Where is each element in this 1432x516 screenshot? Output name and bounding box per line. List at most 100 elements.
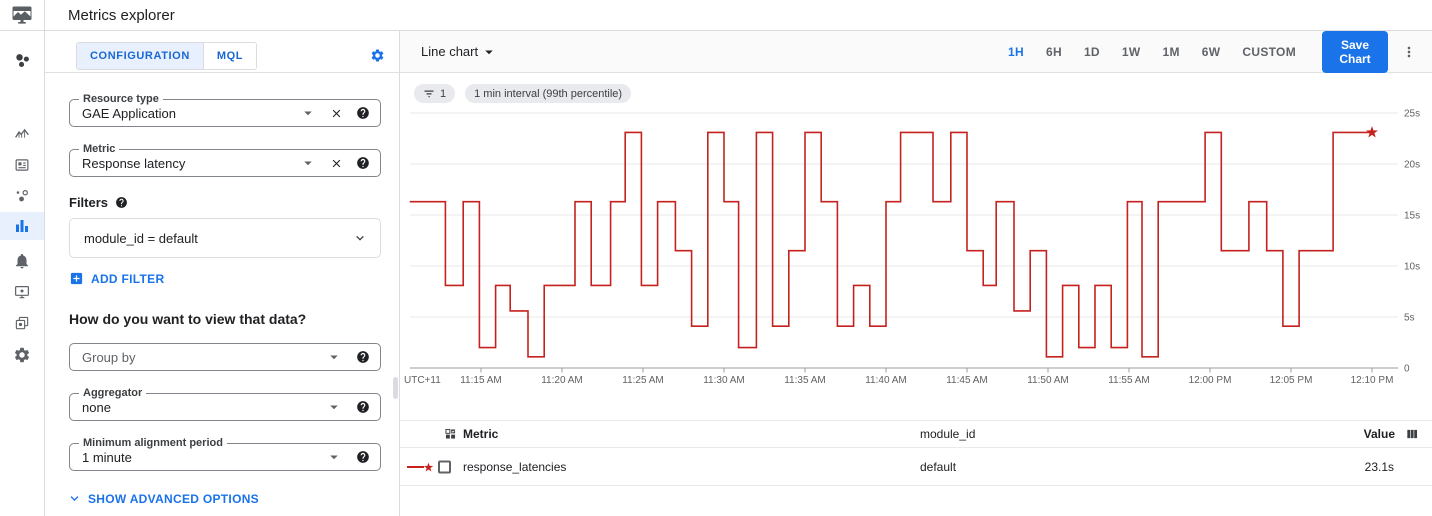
time-range-group: 1H 6H 1D 1W 1M 6W CUSTOM bbox=[997, 39, 1307, 65]
metric-field[interactable]: Metric Response latency bbox=[69, 143, 381, 177]
y-axis-label: 15s bbox=[1404, 211, 1420, 222]
dashboards-chart-icon bbox=[15, 128, 29, 138]
integrations-card-icon bbox=[15, 159, 29, 171]
sidebar-item-settings[interactable] bbox=[0, 341, 44, 369]
resource-type-field[interactable]: Resource type GAE Application bbox=[69, 93, 381, 127]
grid-check-icon[interactable] bbox=[444, 428, 457, 441]
alignment-period-field[interactable]: Minimum alignment period 1 minute bbox=[69, 437, 381, 471]
filter-list-icon bbox=[424, 90, 434, 97]
sidebar-item-services[interactable] bbox=[0, 182, 44, 210]
chart-type-select[interactable]: Line chart bbox=[421, 43, 498, 61]
overview-cluster-icon bbox=[15, 53, 29, 67]
response-latency-series bbox=[409, 131, 1372, 358]
chevron-down-icon[interactable] bbox=[299, 154, 317, 172]
column-header-metric[interactable]: Metric bbox=[463, 427, 499, 441]
clear-x-icon[interactable] bbox=[330, 157, 343, 170]
alignment-period-label: Minimum alignment period bbox=[79, 437, 227, 449]
column-header-module-id[interactable]: module_id bbox=[920, 427, 976, 441]
clear-x-icon[interactable] bbox=[330, 107, 343, 120]
sidebar-item-metrics-explorer[interactable] bbox=[0, 212, 44, 240]
show-advanced-options-label: SHOW ADVANCED OPTIONS bbox=[88, 491, 259, 506]
sidebar-item-groups[interactable] bbox=[0, 309, 44, 337]
metric-value: Response latency bbox=[82, 155, 186, 171]
group-by-field[interactable]: Group by bbox=[69, 343, 381, 371]
time-range-1m[interactable]: 1M bbox=[1152, 39, 1191, 65]
x-axis-label: 12:00 PM bbox=[1189, 375, 1232, 386]
settings-gear-icon bbox=[14, 347, 30, 363]
chart-more-menu[interactable] bbox=[1401, 44, 1417, 60]
view-columns-icon[interactable] bbox=[1405, 427, 1419, 441]
x-axis-label: 11:40 AM bbox=[865, 375, 907, 386]
legend-table: Metric module_id Value response_latencie… bbox=[400, 420, 1432, 486]
help-icon[interactable] bbox=[115, 196, 128, 209]
interval-label: 1 min interval (99th percentile) bbox=[474, 87, 623, 100]
add-filter-button[interactable]: ADD FILTER bbox=[69, 271, 164, 286]
x-axis-label: 12:05 PM bbox=[1270, 375, 1313, 386]
tab-mql[interactable]: MQL bbox=[202, 43, 257, 69]
column-header-value[interactable]: Value bbox=[1363, 427, 1395, 441]
filter-count-chip[interactable]: 1 bbox=[414, 84, 456, 103]
chart-area: Line chart 1H 6H 1D 1W 1M 6W CUSTOM Save Chart… bbox=[400, 30, 1432, 516]
timezone-label: UTC+11 bbox=[404, 375, 441, 386]
row-checkbox[interactable] bbox=[438, 460, 451, 473]
time-range-6w[interactable]: 6W bbox=[1191, 39, 1232, 65]
row-metric-name: response_latencies bbox=[463, 459, 567, 474]
help-icon[interactable] bbox=[356, 450, 370, 464]
chevron-down-icon[interactable] bbox=[325, 398, 343, 416]
row-module-id: default bbox=[920, 459, 957, 474]
x-axis-label: 11:25 AM bbox=[622, 375, 664, 386]
latency-line-chart[interactable]: 0 5s 10s 15s 20s 25s 11:15 AM 11:20 AM 11:25 AM 1… bbox=[400, 96, 1432, 396]
chevron-down-icon[interactable] bbox=[299, 104, 317, 122]
filter-expression: module_id = default bbox=[84, 230, 198, 246]
time-range-1h[interactable]: 1H bbox=[997, 39, 1035, 65]
legend-table-row[interactable]: response_latencies default 23.1s bbox=[400, 448, 1432, 486]
configuration-panel: CONFIGURATION MQL Resource type GAE Appl… bbox=[45, 31, 400, 516]
time-range-custom[interactable]: CUSTOM bbox=[1231, 39, 1307, 65]
add-filter-label: ADD FILTER bbox=[91, 271, 165, 286]
add-box-icon bbox=[70, 272, 83, 285]
chevron-down-icon[interactable] bbox=[325, 448, 343, 466]
series-line-star-legend bbox=[407, 462, 434, 471]
show-advanced-options-button[interactable]: SHOW ADVANCED OPTIONS bbox=[67, 491, 259, 506]
config-settings-gear-icon[interactable] bbox=[370, 48, 385, 63]
filter-count: 1 bbox=[440, 87, 447, 100]
tab-configuration[interactable]: CONFIGURATION bbox=[77, 43, 203, 69]
x-axis-label: 12:10 PM bbox=[1351, 375, 1394, 386]
services-bubbles-icon bbox=[16, 190, 28, 202]
aggregator-field[interactable]: Aggregator none bbox=[69, 387, 381, 421]
interval-chip[interactable]: 1 min interval (99th percentile) bbox=[465, 84, 632, 103]
chevron-down-icon bbox=[70, 496, 79, 502]
uptime-monitor-icon bbox=[15, 286, 29, 299]
page-title: Metrics explorer bbox=[68, 6, 175, 24]
time-range-1d[interactable]: 1D bbox=[1073, 39, 1111, 65]
sidebar-item-alerting[interactable] bbox=[0, 247, 44, 275]
sidebar-item-overview[interactable] bbox=[0, 45, 44, 75]
chevron-down-icon bbox=[485, 50, 493, 54]
filters-heading: Filters bbox=[69, 195, 128, 210]
sidebar-item-integrations[interactable] bbox=[0, 151, 44, 179]
config-tabs: CONFIGURATION MQL bbox=[76, 42, 258, 70]
monitoring-logo-cell[interactable] bbox=[0, 0, 45, 30]
filter-row-module-id[interactable]: module_id = default bbox=[69, 218, 381, 258]
y-axis-label: 20s bbox=[1404, 160, 1420, 171]
time-range-1w[interactable]: 1W bbox=[1111, 39, 1152, 65]
series-end-star-marker bbox=[1366, 126, 1378, 138]
help-icon[interactable] bbox=[356, 156, 370, 170]
x-axis-label: 11:30 AM bbox=[703, 375, 745, 386]
help-icon[interactable] bbox=[356, 106, 370, 120]
y-axis-label: 5s bbox=[1404, 313, 1415, 324]
config-scrollbar-thumb[interactable] bbox=[393, 377, 398, 399]
time-range-6h[interactable]: 6H bbox=[1035, 39, 1073, 65]
aggregator-value: none bbox=[82, 399, 111, 415]
monitoring-logo-icon bbox=[12, 6, 32, 24]
sidebar-item-uptime-checks[interactable] bbox=[0, 278, 44, 306]
chart-toolbar: Line chart 1H 6H 1D 1W 1M 6W CUSTOM Save Chart bbox=[400, 30, 1432, 73]
help-icon[interactable] bbox=[356, 400, 370, 414]
chevron-down-icon[interactable] bbox=[325, 348, 343, 366]
chevron-down-icon bbox=[356, 235, 364, 241]
resource-type-value: GAE Application bbox=[82, 105, 176, 121]
help-icon[interactable] bbox=[356, 350, 370, 364]
save-chart-button[interactable]: Save Chart bbox=[1322, 30, 1388, 73]
sidebar-item-dashboards[interactable] bbox=[0, 120, 44, 148]
